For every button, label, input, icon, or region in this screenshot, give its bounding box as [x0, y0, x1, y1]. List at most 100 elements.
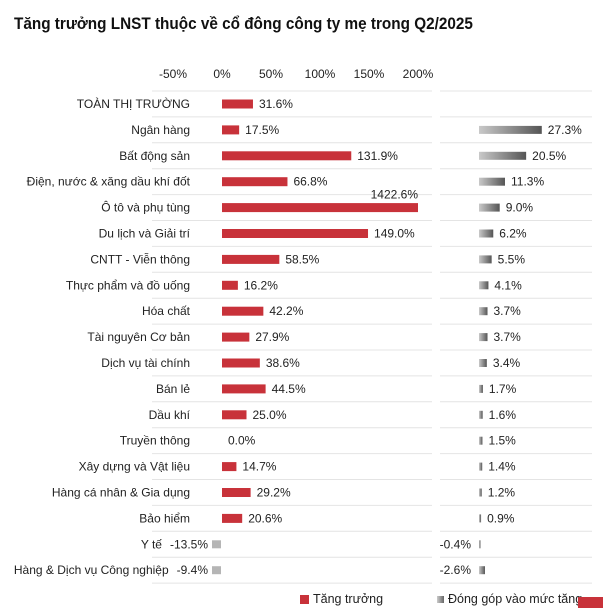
- growth-data-label: 25.0%: [253, 408, 287, 422]
- category-label: Tài nguyên Cơ bản: [87, 330, 190, 344]
- contribution-data-label: 3.7%: [494, 330, 522, 344]
- growth-bar: [222, 203, 418, 213]
- category-label: Truyền thông: [120, 434, 190, 448]
- contribution-bar: [479, 125, 542, 134]
- legend-growth: Tăng trưởng: [300, 592, 383, 606]
- contribution-data-label: 5.5%: [498, 252, 526, 266]
- growth-bar: [222, 229, 369, 238]
- x-tick-label: 0%: [213, 67, 231, 81]
- growth-data-label: -9.4%: [177, 563, 209, 577]
- contribution-bar: [479, 462, 483, 471]
- contribution-data-label: 11.3%: [511, 175, 544, 189]
- x-tick-label: 200%: [403, 67, 434, 81]
- contribution-bar: [479, 229, 494, 238]
- contribution-bar: [479, 566, 485, 575]
- growth-bar: [222, 488, 251, 497]
- chart-title: Tăng trưởng LNST thuộc về cổ đông công t…: [14, 14, 473, 33]
- growth-data-label: -13.5%: [170, 537, 208, 551]
- growth-bar: [222, 513, 243, 523]
- growth-bar: [222, 358, 260, 368]
- category-label: Hóa chất: [142, 304, 191, 318]
- contribution-data-label: 6.2%: [499, 227, 527, 241]
- growth-data-label: 42.2%: [269, 304, 303, 318]
- growth-bar: [222, 254, 280, 264]
- growth-data-label: 149.0%: [374, 227, 415, 241]
- category-label: Điện, nước & xăng dầu khí đốt: [27, 175, 191, 189]
- contribution-bar: [479, 177, 505, 186]
- category-label: Hàng cá nhân & Gia dụng: [52, 486, 190, 500]
- contribution-bar: [479, 410, 483, 419]
- growth-bar: [222, 151, 352, 161]
- category-label: Bất động sản: [119, 149, 190, 163]
- contribution-bar: [479, 255, 492, 264]
- contribution-data-label: -2.6%: [440, 563, 472, 577]
- contribution-bar: [479, 281, 489, 290]
- category-label: Bảo hiểm: [139, 511, 190, 525]
- growth-data-label: 20.6%: [248, 511, 282, 525]
- contribution-data-label: 0.9%: [487, 511, 515, 525]
- contribution-data-label: 1.5%: [488, 434, 516, 448]
- contribution-data-label: 3.4%: [493, 356, 521, 370]
- growth-data-label: 38.6%: [266, 356, 300, 370]
- legend-growth-swatch: [300, 594, 309, 604]
- growth-bar: [212, 566, 221, 575]
- legend-contribution: Đóng góp vào mức tăng: [437, 592, 582, 606]
- category-label: Dịch vụ tài chính: [101, 356, 190, 370]
- contribution-data-label: 1.2%: [488, 486, 516, 500]
- legend-growth-label: Tăng trưởng: [313, 592, 384, 606]
- growth-bar: [222, 306, 264, 316]
- contribution-data-label: 9.0%: [506, 201, 534, 215]
- category-label: CNTT - Viễn thông: [90, 251, 190, 266]
- category-label: Y tế: [141, 537, 162, 551]
- x-tick-label: -50%: [159, 67, 187, 81]
- growth-data-label: 16.2%: [244, 278, 278, 292]
- category-label: Hàng & Dịch vụ Công nghiệp: [14, 563, 169, 577]
- contribution-data-label: 1.6%: [489, 408, 517, 422]
- category-label: Thực phẩm và đồ uống: [66, 278, 190, 292]
- legend-contribution-swatch: [437, 595, 444, 603]
- growth-data-label: 17.5%: [245, 123, 279, 137]
- contribution-bar: [479, 488, 482, 497]
- growth-data-label: 27.9%: [255, 330, 289, 344]
- contribution-data-label: 27.3%: [548, 123, 582, 137]
- contribution-bar: [479, 384, 483, 393]
- contribution-bar: [479, 307, 488, 316]
- decorative-red-block: [578, 597, 603, 608]
- contribution-bar: [479, 203, 500, 212]
- contribution-bar: [479, 333, 488, 342]
- contribution-data-label: 3.7%: [494, 304, 522, 318]
- contribution-data-label: 1.7%: [489, 382, 517, 396]
- growth-bar: [222, 462, 237, 472]
- x-tick-label: 100%: [305, 67, 336, 81]
- growth-data-label: 44.5%: [272, 382, 306, 396]
- contribution-bar: [479, 514, 482, 523]
- growth-bar: [222, 177, 288, 187]
- growth-bar: [222, 410, 247, 420]
- contribution-bar: [479, 151, 527, 160]
- category-label: Dầu khí: [149, 408, 191, 422]
- growth-bar: [222, 99, 253, 109]
- category-label: TOÀN THỊ TRƯỜNG: [77, 96, 190, 111]
- growth-bar: [212, 540, 221, 549]
- contribution-bar: [479, 540, 481, 549]
- contribution-bar: [479, 359, 487, 367]
- growth-data-label: 29.2%: [257, 486, 291, 500]
- x-tick-label: 150%: [354, 67, 385, 81]
- growth-data-label: 1422.6%: [371, 188, 419, 202]
- category-label: Ô tô và phụ tùng: [101, 200, 190, 215]
- growth-data-label: 31.6%: [259, 97, 293, 111]
- growth-bar: [222, 125, 240, 135]
- category-label: Ngân hàng: [131, 123, 190, 137]
- category-label: Du lịch và Giải trí: [99, 227, 191, 241]
- contribution-data-label: 4.1%: [494, 278, 522, 292]
- growth-data-label: 14.7%: [242, 460, 276, 474]
- growth-data-label: 131.9%: [357, 149, 398, 163]
- contribution-bar: [479, 436, 483, 445]
- category-label: Xây dựng và Vật liệu: [79, 460, 190, 474]
- legend-contribution-label: Đóng góp vào mức tăng: [448, 592, 583, 606]
- contribution-data-label: -0.4%: [440, 537, 472, 551]
- contribution-data-label: 20.5%: [532, 149, 566, 163]
- growth-bar: [222, 332, 250, 342]
